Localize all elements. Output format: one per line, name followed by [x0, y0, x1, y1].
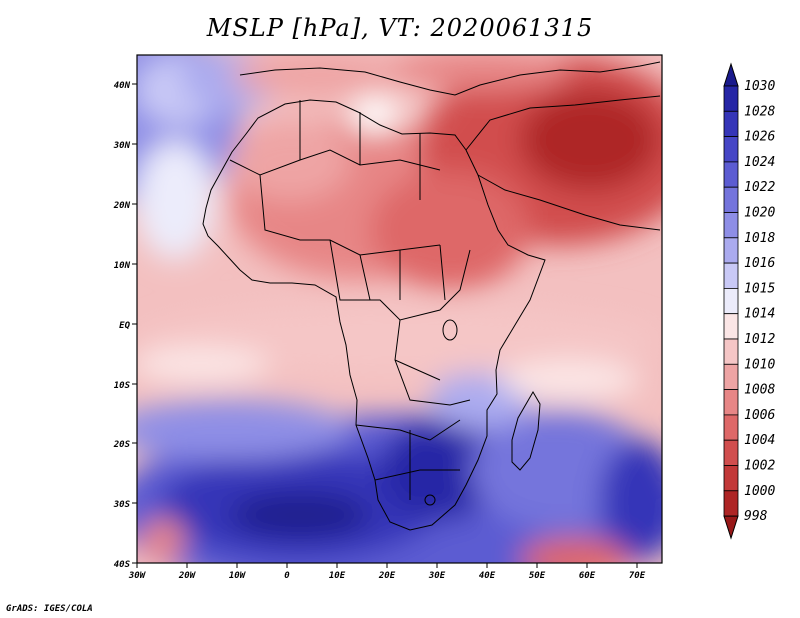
colorbar-swatch — [723, 161, 739, 188]
colorbar-label: 1020 — [744, 206, 775, 221]
colorbar-bottom-arrow — [723, 515, 739, 540]
credit-label: GrADS: IGES/COLA — [6, 604, 93, 614]
colorbar-swatch — [723, 110, 739, 138]
colorbar-label: 1030 — [744, 79, 775, 94]
colorbar: 1030 1028 1026 1024 1022 1020 1018 1016 1015 1014… — [723, 62, 775, 540]
lon-tick-label: 10E — [329, 571, 346, 581]
colorbar-swatch — [723, 490, 739, 517]
pressure-field — [137, 55, 662, 563]
colorbar-label: 1016 — [744, 256, 775, 271]
colorbar-label: 1014 — [744, 307, 775, 322]
colorbar-swatch — [723, 85, 739, 112]
lat-tick-label: 20S — [113, 440, 131, 450]
lon-tick-label: 60E — [579, 571, 596, 581]
colorbar-label: 1010 — [744, 357, 775, 372]
map-frame — [136, 54, 663, 564]
colorbar-label: 1004 — [744, 433, 775, 448]
lon-tick-label: 30E — [428, 571, 446, 581]
colorbar-swatch — [723, 439, 739, 466]
lon-tick-label: 10W — [229, 571, 247, 581]
lat-tick-label: 20N — [113, 201, 131, 211]
colorbar-label: 1008 — [744, 383, 775, 398]
lat-tick-label: 10N — [114, 261, 131, 271]
colorbar-swatch — [723, 338, 739, 365]
lon-tick-label: 30W — [128, 571, 147, 581]
colorbar-top-arrow — [723, 62, 739, 87]
lat-tick-label: 30N — [113, 141, 131, 151]
lat-tick-label: 10S — [114, 381, 131, 391]
colorbar-swatch — [723, 136, 739, 163]
lat-tick-label: 40S — [114, 560, 131, 570]
colorbar-swatch — [723, 363, 739, 390]
colorbar-label: 1022 — [744, 180, 775, 195]
colorbar-swatch — [723, 414, 739, 441]
lat-tick-label: 40N — [114, 81, 131, 91]
colorbar-swatch — [723, 287, 739, 315]
colorbar-label: 1026 — [744, 130, 775, 145]
colorbar-label: 1028 — [744, 104, 775, 119]
map-title: MSLP [hPa], VT: 2020061315 — [206, 14, 594, 42]
colorbar-label: 1015 — [744, 281, 775, 296]
lon-axis — [136, 563, 638, 568]
coastlines — [202, 61, 661, 531]
colorbar-label: 998 — [744, 509, 768, 524]
colorbar-label: 1018 — [744, 231, 775, 246]
lat-axis — [132, 83, 137, 564]
lon-tick-label: 50E — [529, 571, 546, 581]
colorbar-label: 1012 — [744, 332, 775, 347]
colorbar-label: 1002 — [744, 459, 775, 474]
colorbar-label: 1024 — [744, 155, 775, 170]
colorbar-swatch — [723, 186, 739, 213]
colorbar-label: 1000 — [744, 484, 775, 499]
lon-tick-label: 20W — [178, 571, 197, 581]
colorbar-swatch — [723, 313, 739, 340]
lon-tick-label: 70E — [629, 571, 646, 581]
lon-tick-label: 40E — [479, 571, 496, 581]
colorbar-swatch — [723, 262, 739, 289]
lon-tick-label: 20E — [378, 571, 396, 581]
lat-tick-label: EQ — [119, 321, 130, 331]
lon-tick-label: 0 — [284, 571, 290, 581]
lat-tick-label: 30S — [113, 500, 131, 510]
colorbar-swatch — [723, 389, 739, 416]
colorbar-swatch — [723, 465, 739, 492]
colorbar-label: 1006 — [744, 408, 775, 423]
colorbar-swatch — [723, 237, 739, 264]
colorbar-swatch — [723, 212, 739, 239]
